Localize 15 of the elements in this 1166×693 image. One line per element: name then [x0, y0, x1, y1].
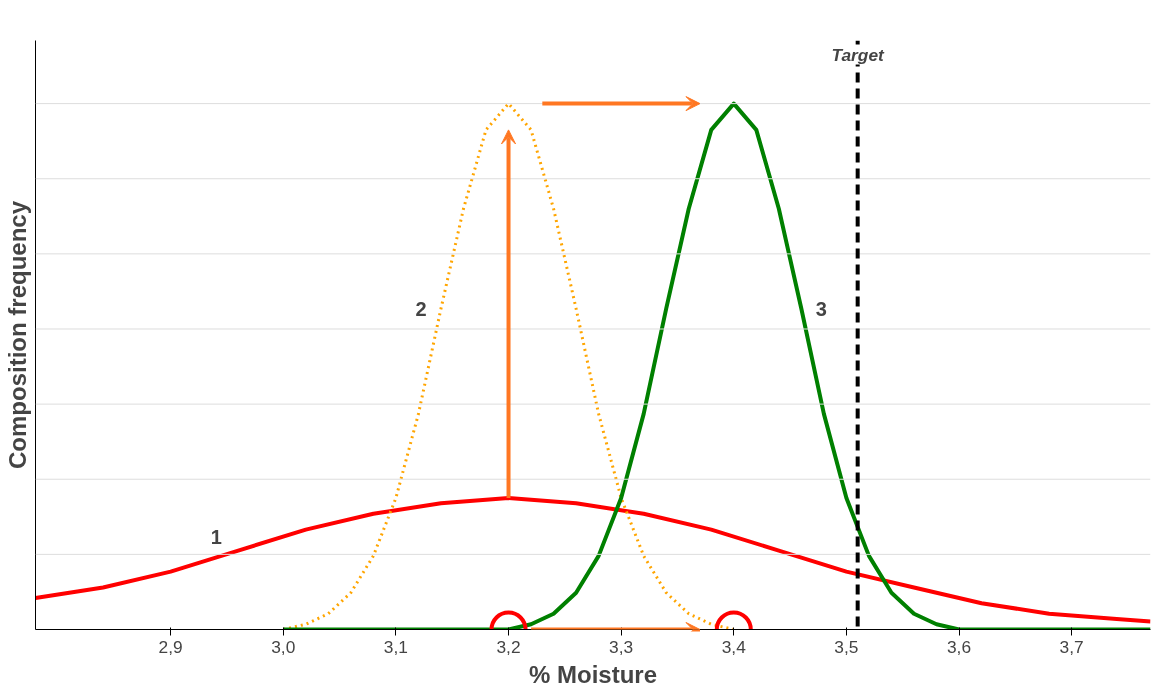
x-tick-label: 3,6 [946, 636, 972, 657]
x-tick-label: 3,2 [496, 636, 521, 657]
x-axis-title: % Moisture [528, 660, 658, 688]
ref-line-label: Target [831, 44, 886, 65]
x-tick-label: 3,1 [383, 636, 408, 657]
x-tick-label: 3,4 [721, 636, 747, 657]
x-tick-label: 3,3 [609, 636, 634, 657]
series-label: 3 [815, 297, 827, 320]
series-label: 1 [210, 525, 222, 548]
x-tick-label: 3,5 [834, 636, 859, 657]
x-tick-label: 3,7 [1059, 636, 1084, 657]
y-axis-title: Composition frequency [3, 200, 31, 470]
x-tick-label: 2,9 [158, 636, 183, 657]
series-label: 2 [415, 297, 427, 320]
x-tick-label: 3,0 [271, 636, 296, 657]
